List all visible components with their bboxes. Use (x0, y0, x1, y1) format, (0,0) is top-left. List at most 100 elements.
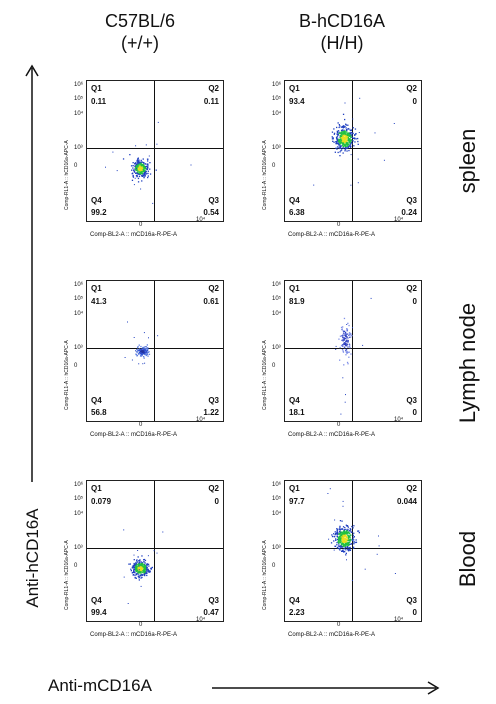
event-dot (135, 166, 138, 168)
event-dot (145, 572, 147, 575)
event-dot (338, 126, 340, 129)
event-dot (347, 526, 349, 528)
event-dot (139, 355, 142, 357)
event-dot (136, 567, 138, 569)
event-dot (136, 354, 139, 357)
event-dot (349, 135, 351, 137)
event-dot (147, 167, 149, 169)
event-dot (149, 570, 151, 572)
event-dot (332, 137, 334, 139)
event-dot (144, 559, 147, 562)
event-dot (145, 168, 147, 170)
event-dot (132, 165, 134, 167)
event-dot (142, 348, 144, 350)
event-dot (336, 138, 338, 140)
event-dot (134, 563, 136, 565)
event-dot (341, 129, 343, 131)
event-dot (333, 141, 335, 143)
quadrant-label: Q4 (91, 196, 102, 205)
event-dot (342, 531, 344, 533)
event-dot (147, 164, 149, 166)
event-dot (349, 142, 351, 144)
event-dot (339, 147, 341, 149)
event-dot (344, 102, 346, 104)
event-dot (347, 138, 349, 140)
event-dot (137, 347, 139, 349)
event-dot (137, 157, 139, 159)
event-dot (138, 363, 140, 365)
event-dot (337, 140, 340, 142)
event-dot (348, 132, 350, 134)
event-dot (340, 542, 342, 544)
event-dot (147, 570, 149, 572)
event-dot (347, 133, 349, 135)
event-dot (342, 338, 344, 340)
event-dot (148, 337, 149, 339)
event-dot (140, 172, 142, 175)
event-dot (340, 142, 342, 145)
event-dot (334, 536, 336, 538)
event-dot (145, 346, 147, 347)
event-dot (355, 539, 357, 541)
event-dot (142, 566, 144, 568)
event-dot (345, 545, 347, 547)
event-dot (345, 533, 347, 535)
event-dot (146, 563, 148, 565)
event-dot (347, 145, 349, 148)
event-dots (335, 297, 372, 415)
event-dot (340, 147, 342, 149)
event-dot (138, 173, 141, 175)
event-dot (339, 151, 341, 153)
event-dot (331, 535, 334, 538)
event-dot (349, 129, 351, 132)
event-dot (350, 145, 352, 147)
event-dot (138, 170, 140, 172)
quadrant-gate-vertical (352, 81, 353, 221)
event-dot (346, 150, 348, 152)
event-dot (394, 573, 396, 574)
quadrant-label: Q3 (406, 596, 417, 605)
event-dot (342, 141, 344, 143)
event-dot (342, 152, 344, 154)
y-tick-label: 10⁴ (272, 511, 282, 517)
event-dot (147, 570, 150, 572)
event-dot (138, 165, 140, 167)
event-dot (348, 530, 351, 532)
event-dot (341, 520, 343, 522)
event-dot (348, 343, 351, 345)
panel-x-axis-label: Comp-BL2-A :: mCD16a-R-PE-A (90, 232, 178, 238)
event-dot (339, 335, 342, 337)
event-dot (116, 170, 118, 172)
event-dot (345, 141, 348, 144)
event-dot (345, 540, 348, 542)
event-dot (137, 161, 140, 163)
y-tick-label: 10⁴ (272, 111, 282, 117)
column-header-line1: C57BL/6 (104, 11, 176, 31)
event-dot (350, 132, 352, 134)
y-tick-label: 10⁵ (74, 496, 84, 502)
event-dot (141, 354, 143, 357)
event-dot (336, 530, 338, 532)
event-dot (144, 163, 146, 165)
event-dot (339, 525, 341, 527)
event-dot (337, 122, 339, 124)
event-dot (141, 170, 143, 172)
event-dot (344, 401, 346, 403)
event-dot (341, 141, 343, 144)
column-header-c57bl6: C57BL/6 (+/+) (60, 10, 220, 54)
x-tick-label: 10⁴ (394, 417, 404, 423)
event-dot (340, 528, 343, 530)
event-dot (134, 566, 136, 568)
event-dot (350, 184, 352, 186)
event-dot (142, 163, 144, 165)
event-dot (134, 177, 136, 179)
event-dot (153, 550, 155, 552)
event-dot (141, 166, 143, 168)
event-dot (133, 564, 135, 566)
event-dots (327, 488, 396, 581)
event-dot (144, 571, 146, 573)
event-dot (344, 140, 346, 142)
event-dot (346, 350, 348, 353)
quadrant-percent: 0.47 (203, 608, 219, 617)
event-dot (339, 539, 341, 541)
